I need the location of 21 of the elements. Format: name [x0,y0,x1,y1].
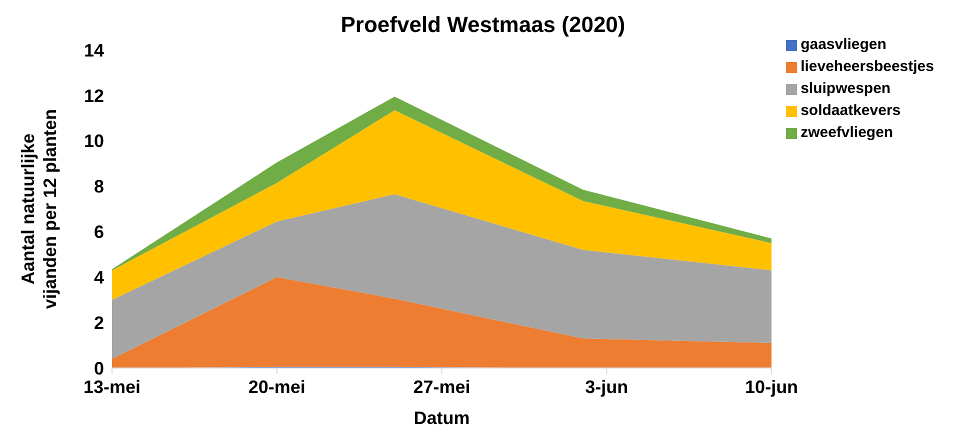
y-tick-label: 0 [94,358,104,378]
y-tick-label: 2 [94,312,104,333]
legend-label: zweefvliegen [800,124,894,141]
x-axis-title: Datum [414,408,470,428]
chart-title: Proefveld Westmaas (2020) [340,12,626,37]
legend-label: sluipwespen [800,80,891,97]
x-tick-label: 20-mei [248,376,306,397]
x-tick-label: 3-jun [585,376,628,397]
y-tick-label: 12 [84,86,104,106]
y-tick-label: 14 [84,40,104,60]
x-tick-label: 27-mei [413,376,470,397]
y-tick-label: 4 [94,268,104,288]
legend-label: gaasvliegen [800,36,886,53]
y-tick-label: 6 [94,222,104,242]
legend-label: soldaatkevers [800,102,901,119]
y-axis-title: Aantal natuurlijke vijanden per 12 planten [18,108,60,310]
y-tick-label: 10 [84,131,104,152]
y-tick-label: 8 [94,176,104,197]
legend-label: lieveheersbeestjes [800,58,934,75]
x-tick-label: 10-jun [745,376,798,397]
x-tick-label: 13-mei [83,376,141,397]
